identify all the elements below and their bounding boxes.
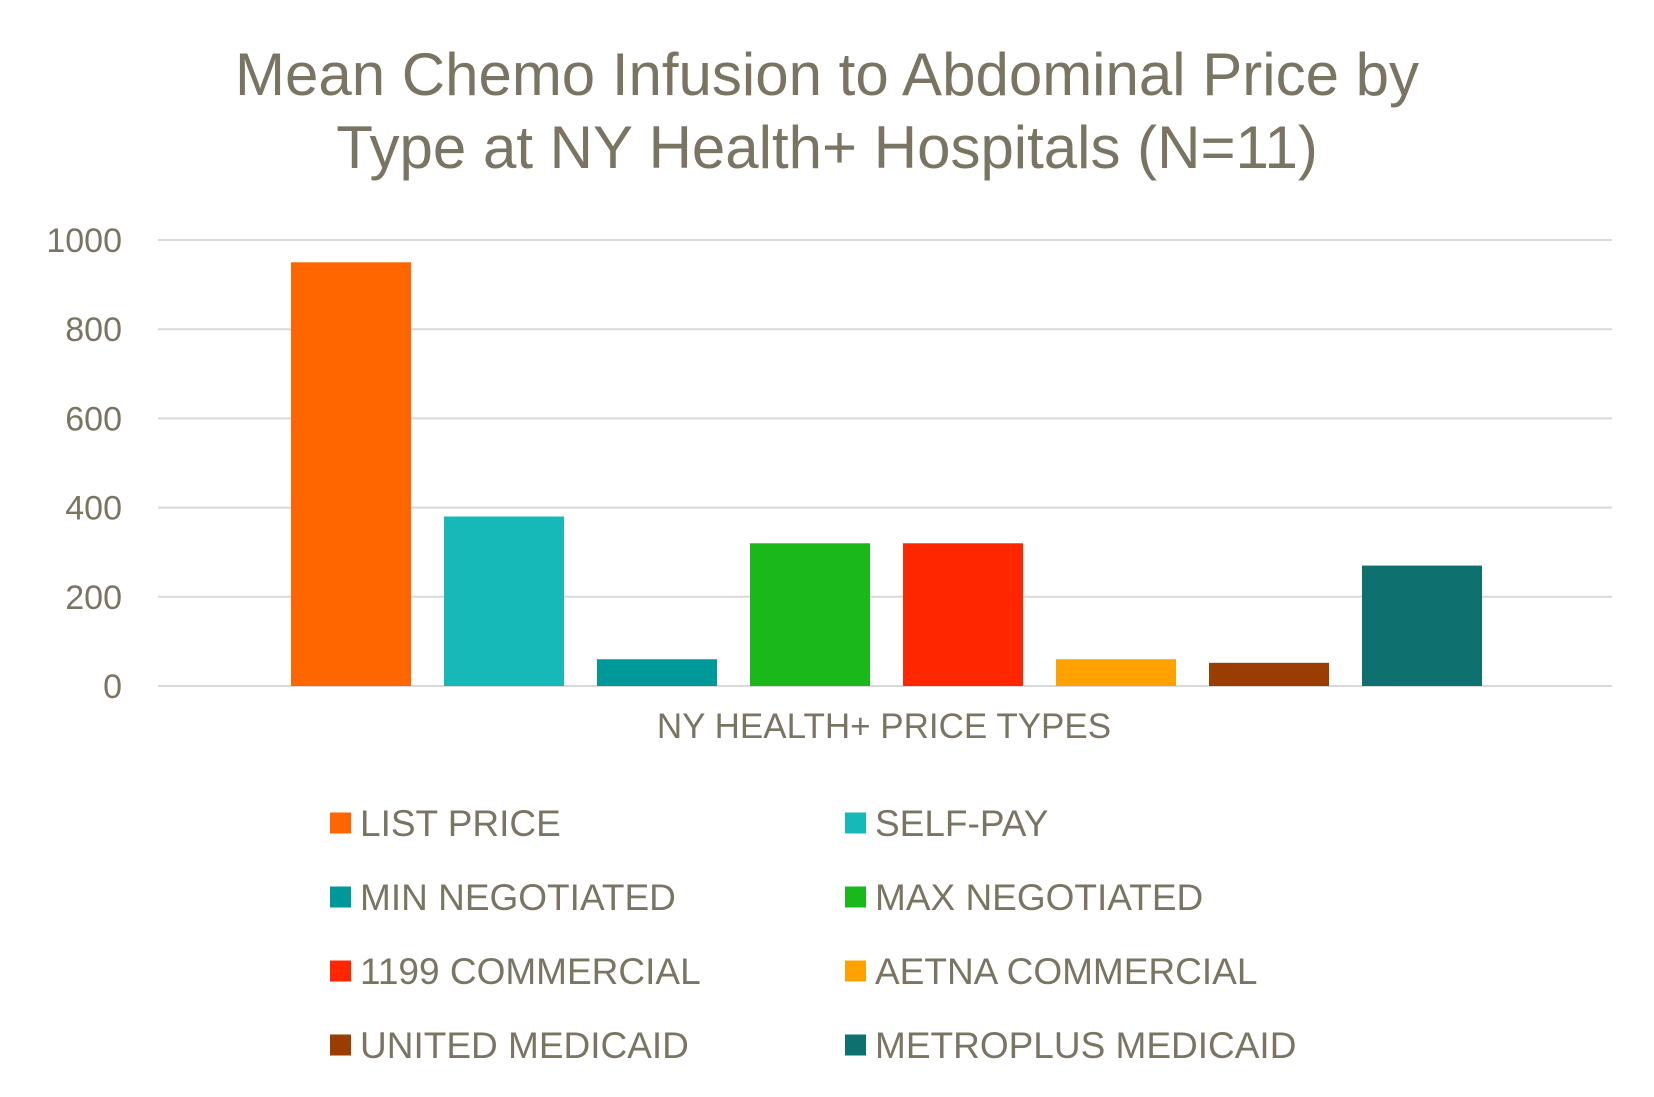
y-tick-label: 600 bbox=[65, 400, 122, 438]
legend-swatch bbox=[845, 886, 866, 908]
legend-item-max-negotiated: MAX NEGOTIATED bbox=[845, 877, 1203, 918]
bar-max-negotiated bbox=[750, 543, 870, 686]
legend-item-aetna-commercial: AETNA COMMERCIAL bbox=[845, 951, 1257, 992]
legend-item-united-medicaid: UNITED MEDICAID bbox=[330, 1025, 689, 1066]
legend-label: MAX NEGOTIATED bbox=[875, 877, 1203, 918]
legend-swatch bbox=[845, 960, 866, 982]
legend-label: AETNA COMMERCIAL bbox=[875, 951, 1257, 992]
legend-swatch bbox=[330, 1034, 351, 1056]
legend-label: SELF-PAY bbox=[875, 803, 1048, 844]
legend-label: 1199 COMMERCIAL bbox=[360, 951, 701, 992]
bar-aetna-commercial bbox=[1056, 659, 1176, 686]
chart-title-line-1: Mean Chemo Infusion to Abdominal Price b… bbox=[235, 41, 1419, 108]
legend: LIST PRICE SELF-PAY MIN NEGOTIATED MAX NEGO… bbox=[330, 803, 1296, 1066]
legend-label: MIN NEGOTIATED bbox=[360, 877, 676, 918]
bar-metroplus-medicaid bbox=[1362, 565, 1482, 686]
x-axis-label: NY HEALTH+ PRICE TYPES bbox=[657, 707, 1111, 746]
legend-item-min-negotiated: MIN NEGOTIATED bbox=[330, 877, 676, 918]
legend-label: UNITED MEDICAID bbox=[360, 1025, 689, 1066]
y-tick-label: 200 bbox=[65, 579, 122, 617]
chart-title: Mean Chemo Infusion to Abdominal Price b… bbox=[235, 41, 1419, 181]
y-tick-label: 400 bbox=[65, 490, 122, 528]
legend-item-metroplus-medicaid: METROPLUS MEDICAID bbox=[845, 1025, 1296, 1066]
legend-item-self-pay: SELF-PAY bbox=[845, 803, 1048, 844]
y-tick-label: 800 bbox=[65, 311, 122, 349]
legend-item-1199-commercial: 1199 COMMERCIAL bbox=[330, 951, 701, 992]
y-tick-label: 1000 bbox=[46, 222, 122, 260]
bar-self-pay bbox=[444, 516, 564, 686]
bar-min-negotiated bbox=[597, 659, 717, 686]
legend-swatch bbox=[845, 1034, 866, 1056]
y-tick-label: 0 bbox=[103, 668, 122, 706]
legend-swatch bbox=[330, 812, 351, 834]
legend-label: LIST PRICE bbox=[360, 803, 561, 844]
bar-1199-commercial bbox=[903, 543, 1023, 686]
bar-list-price bbox=[291, 262, 411, 686]
legend-label: METROPLUS MEDICAID bbox=[875, 1025, 1296, 1066]
bar-united-medicaid bbox=[1209, 662, 1329, 686]
legend-swatch bbox=[330, 960, 351, 982]
legend-swatch bbox=[845, 812, 866, 834]
bars bbox=[291, 262, 1482, 686]
y-axis-ticks: 0 200 400 600 800 1000 bbox=[46, 222, 122, 706]
legend-swatch bbox=[330, 886, 351, 908]
chart-title-line-2: Type at NY Health+ Hospitals (N=11) bbox=[336, 114, 1318, 181]
legend-item-list-price: LIST PRICE bbox=[330, 803, 561, 844]
